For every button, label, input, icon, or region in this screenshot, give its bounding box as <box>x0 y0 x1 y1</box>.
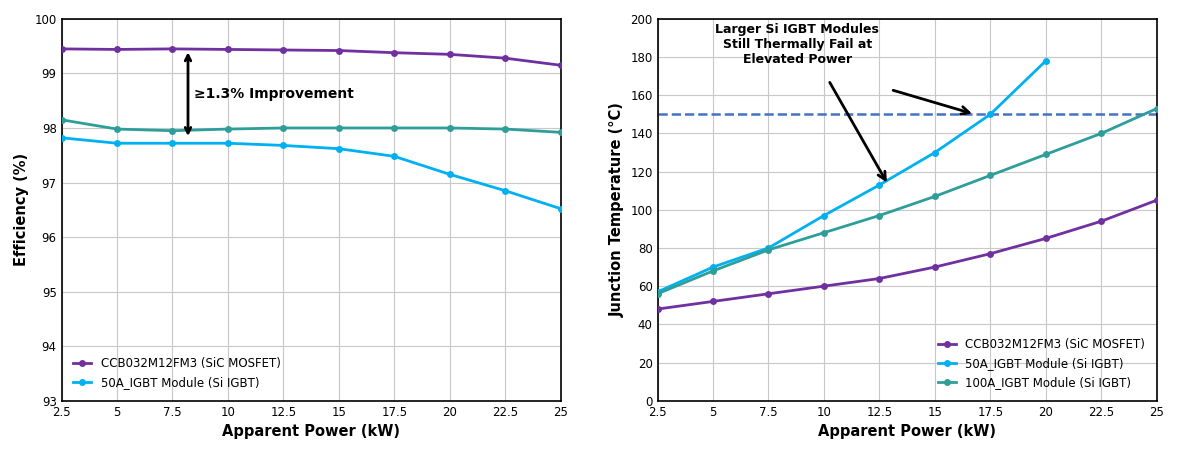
Legend: CCB032M12FM3 (SiC MOSFET), 50A_IGBT Module (Si IGBT), 100A_IGBT Module (Si IGBT): CCB032M12FM3 (SiC MOSFET), 50A_IGBT Modu… <box>932 332 1151 395</box>
X-axis label: Apparent Power (kW): Apparent Power (kW) <box>818 424 997 439</box>
Y-axis label: Efficiency (%): Efficiency (%) <box>14 153 29 266</box>
Y-axis label: Junction Temperature (°C): Junction Temperature (°C) <box>610 102 624 317</box>
Legend: CCB032M12FM3 (SiC MOSFET), 50A_IGBT Module (Si IGBT): CCB032M12FM3 (SiC MOSFET), 50A_IGBT Modu… <box>67 351 286 395</box>
Text: Larger Si IGBT Modules
Still Thermally Fail at
Elevated Power: Larger Si IGBT Modules Still Thermally F… <box>715 23 879 66</box>
Text: ≥1.3% Improvement: ≥1.3% Improvement <box>193 87 353 101</box>
X-axis label: Apparent Power (kW): Apparent Power (kW) <box>223 424 401 439</box>
